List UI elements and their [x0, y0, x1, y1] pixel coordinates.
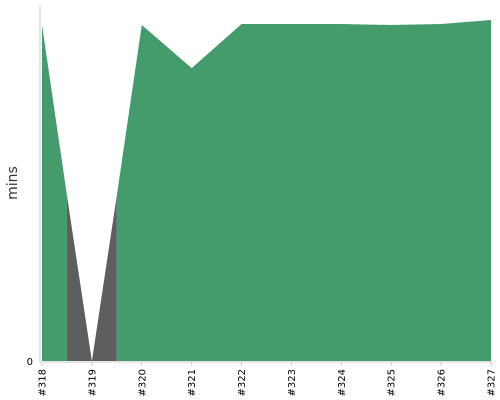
x-tick-label: #327 — [487, 369, 498, 396]
x-tick-label: #325 — [387, 369, 398, 396]
x-tick-label: #323 — [287, 369, 298, 396]
plot-area — [42, 20, 491, 361]
x-tick-label: #319 — [87, 369, 98, 396]
x-tick-label: #320 — [137, 369, 148, 396]
x-axis-ticks: #318 #319 #320 #321 #322 #323 #324 #325 #326 #327 — [38, 362, 498, 396]
area-series-0 — [66, 195, 117, 361]
x-tick-label: #318 — [38, 369, 49, 396]
x-tick-label: #322 — [237, 369, 248, 396]
x-tick-label: #324 — [337, 369, 348, 396]
y-axis-label: mins — [5, 166, 21, 200]
area-series-1 — [42, 20, 491, 361]
x-tick-label: #321 — [187, 369, 198, 396]
y-tick-label: 0 — [27, 357, 33, 368]
x-tick-label: #326 — [437, 369, 448, 396]
y-axis-ticks: 0 — [27, 357, 33, 368]
